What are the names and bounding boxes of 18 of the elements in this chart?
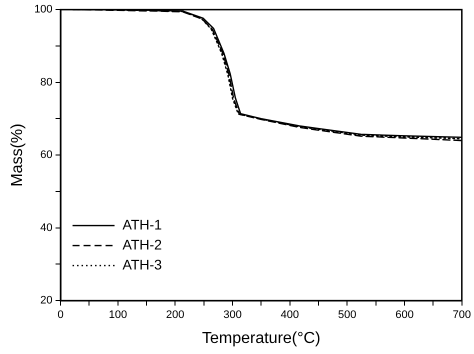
y-tick-label: 100 bbox=[34, 4, 53, 16]
x-tick-label: 100 bbox=[108, 309, 128, 322]
x-tick-label: 300 bbox=[223, 309, 242, 322]
x-tick-label: 700 bbox=[452, 309, 472, 322]
legend-label: ATH-3 bbox=[122, 256, 162, 272]
legend-label: ATH-2 bbox=[122, 236, 162, 252]
y-tick-label: 40 bbox=[40, 222, 53, 234]
legend-label: ATH-1 bbox=[122, 216, 162, 232]
x-tick-label: 0 bbox=[57, 309, 64, 322]
x-tick-label: 500 bbox=[338, 309, 356, 322]
y-tick-label: 80 bbox=[40, 76, 53, 88]
x-tick-label: 600 bbox=[395, 309, 414, 322]
x-axis-title: Temperature(°C) bbox=[202, 330, 320, 347]
y-tick-label: 60 bbox=[40, 149, 53, 162]
x-tick-label: 400 bbox=[280, 309, 300, 322]
y-tick-label: 20 bbox=[40, 294, 53, 307]
y-axis-title: Mass(%) bbox=[9, 124, 26, 187]
x-tick-label: 200 bbox=[166, 309, 184, 322]
